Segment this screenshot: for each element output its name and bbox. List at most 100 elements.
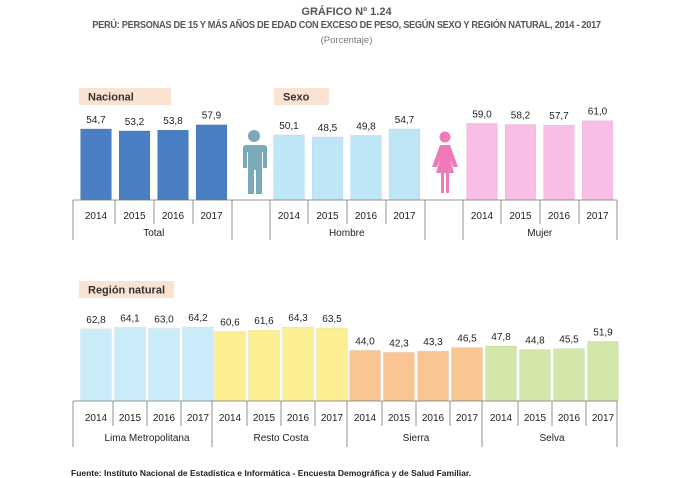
group-label-lima-metropolitana: Lima Metropolitana	[104, 433, 189, 444]
year-label-selva-2015: 2015	[524, 413, 547, 424]
woman-icon-body	[432, 145, 458, 193]
woman-icon-head	[439, 131, 451, 143]
bar-mujer-2014	[466, 123, 498, 201]
panel-label-sexo-bg	[274, 88, 329, 105]
bar-total-2015	[118, 130, 151, 201]
year-label-mujer-2015: 2015	[509, 211, 532, 222]
bar-sierra-2014	[349, 350, 381, 402]
value-label-hombre-2016: 49,8	[356, 121, 376, 132]
group-label-mujer: Mujer	[527, 228, 553, 239]
value-label-selva-2017: 51,9	[593, 327, 613, 338]
bar-total-2017	[195, 124, 228, 201]
source-note: Fuente: Instituto Nacional de Estadístic…	[71, 468, 472, 478]
value-label-lima-metropolitana-2015: 64,1	[120, 313, 140, 324]
value-label-resto-costa-2016: 64,3	[288, 313, 308, 324]
woman-icon	[432, 131, 458, 193]
bar-mujer-2015	[504, 124, 537, 201]
group-label-hombre: Hombre	[329, 228, 365, 239]
chart-title: PERÚ: PERSONAS DE 15 Y MÁS AÑOS DE EDAD …	[92, 20, 601, 31]
man-icon-head	[248, 130, 260, 142]
value-label-total-2016: 53,8	[163, 116, 183, 127]
year-label-selva-2014: 2014	[490, 413, 513, 424]
value-label-resto-costa-2014: 60,6	[220, 317, 240, 328]
bar-mujer-2016	[543, 124, 575, 201]
value-label-sierra-2016: 43,3	[423, 337, 443, 348]
value-label-total-2015: 53,2	[125, 117, 145, 128]
year-label-resto-costa-2014: 2014	[219, 413, 242, 424]
value-label-selva-2014: 47,8	[491, 332, 511, 343]
year-label-hombre-2014: 2014	[278, 211, 301, 222]
year-label-selva-2016: 2016	[558, 413, 581, 424]
year-label-sierra-2015: 2015	[388, 413, 411, 424]
value-label-mujer-2017: 61,0	[588, 107, 608, 118]
value-label-lima-metropolitana-2017: 64,2	[188, 313, 208, 324]
year-label-total-2014: 2014	[85, 211, 108, 222]
year-label-selva-2017: 2017	[592, 413, 615, 424]
bar-total-2014	[80, 128, 112, 201]
year-label-total-2017: 2017	[200, 211, 223, 222]
value-label-sierra-2015: 42,3	[389, 338, 409, 349]
bar-lima-metropolitana-2015	[114, 327, 146, 402]
chart-number: GRÁFICO Nº 1.24	[301, 6, 392, 18]
bar-sierra-2017	[451, 347, 483, 402]
bar-selva-2014	[485, 345, 517, 402]
panel-label-region-natural-bg	[79, 281, 174, 298]
bar-resto-costa-2015	[248, 329, 280, 402]
year-label-mujer-2014: 2014	[471, 211, 494, 222]
value-label-hombre-2017: 54,7	[395, 115, 415, 126]
year-label-total-2015: 2015	[123, 211, 146, 222]
value-label-total-2014: 54,7	[86, 115, 106, 126]
group-label-total: Total	[143, 228, 164, 239]
value-label-resto-costa-2017: 63,5	[322, 314, 342, 325]
year-label-lima-metropolitana-2016: 2016	[153, 413, 176, 424]
chart-subtitle: (Porcentaje)	[320, 35, 373, 46]
year-label-sierra-2014: 2014	[354, 413, 377, 424]
group-label-sierra: Sierra	[403, 433, 430, 444]
value-label-hombre-2014: 50,1	[279, 121, 299, 132]
bar-sierra-2016	[417, 350, 449, 402]
value-label-resto-costa-2015: 61,6	[254, 316, 274, 327]
bar-sierra-2015	[383, 352, 415, 402]
group-label-resto-costa: Resto Costa	[253, 433, 308, 444]
year-label-sierra-2017: 2017	[456, 413, 479, 424]
value-label-total-2017: 57,9	[202, 111, 222, 122]
value-label-sierra-2017: 46,5	[457, 334, 477, 345]
year-label-hombre-2016: 2016	[355, 211, 378, 222]
bar-resto-costa-2017	[316, 327, 348, 402]
year-label-sierra-2016: 2016	[422, 413, 445, 424]
bar-total-2016	[157, 129, 189, 201]
value-label-lima-metropolitana-2016: 63,0	[154, 315, 174, 326]
year-label-lima-metropolitana-2015: 2015	[119, 413, 142, 424]
bar-lima-metropolitana-2016	[148, 328, 180, 402]
panel-label-nacional-bg	[79, 88, 171, 105]
year-label-lima-metropolitana-2017: 2017	[187, 413, 210, 424]
man-icon	[243, 130, 267, 194]
bar-hombre-2017	[388, 128, 421, 201]
man-icon-body	[243, 145, 267, 194]
year-label-mujer-2016: 2016	[548, 211, 571, 222]
year-label-hombre-2017: 2017	[393, 211, 416, 222]
value-label-mujer-2015: 58,2	[511, 110, 531, 121]
bar-resto-costa-2014	[214, 331, 246, 402]
bar-selva-2015	[519, 349, 551, 402]
year-label-resto-costa-2017: 2017	[321, 413, 344, 424]
bar-selva-2016	[553, 348, 585, 402]
value-label-selva-2015: 44,8	[525, 335, 545, 346]
panel-label-sexo: Sexo	[283, 92, 310, 104]
bar-hombre-2014	[273, 134, 305, 201]
bar-lima-metropolitana-2014	[80, 328, 112, 402]
panel-label-region-natural: Región natural	[88, 285, 165, 297]
value-label-lima-metropolitana-2014: 62,8	[86, 315, 106, 326]
bar-hombre-2016	[350, 135, 382, 201]
value-label-mujer-2014: 59,0	[472, 109, 492, 120]
value-label-mujer-2016: 57,7	[549, 111, 569, 122]
year-label-total-2016: 2016	[162, 211, 185, 222]
bar-resto-costa-2016	[282, 326, 314, 402]
bar-selva-2017	[587, 341, 619, 402]
year-label-hombre-2015: 2015	[316, 211, 339, 222]
value-label-sierra-2014: 44,0	[355, 336, 375, 347]
group-label-selva: Selva	[539, 433, 564, 444]
year-label-resto-costa-2016: 2016	[287, 413, 310, 424]
value-label-hombre-2015: 48,5	[318, 123, 338, 134]
